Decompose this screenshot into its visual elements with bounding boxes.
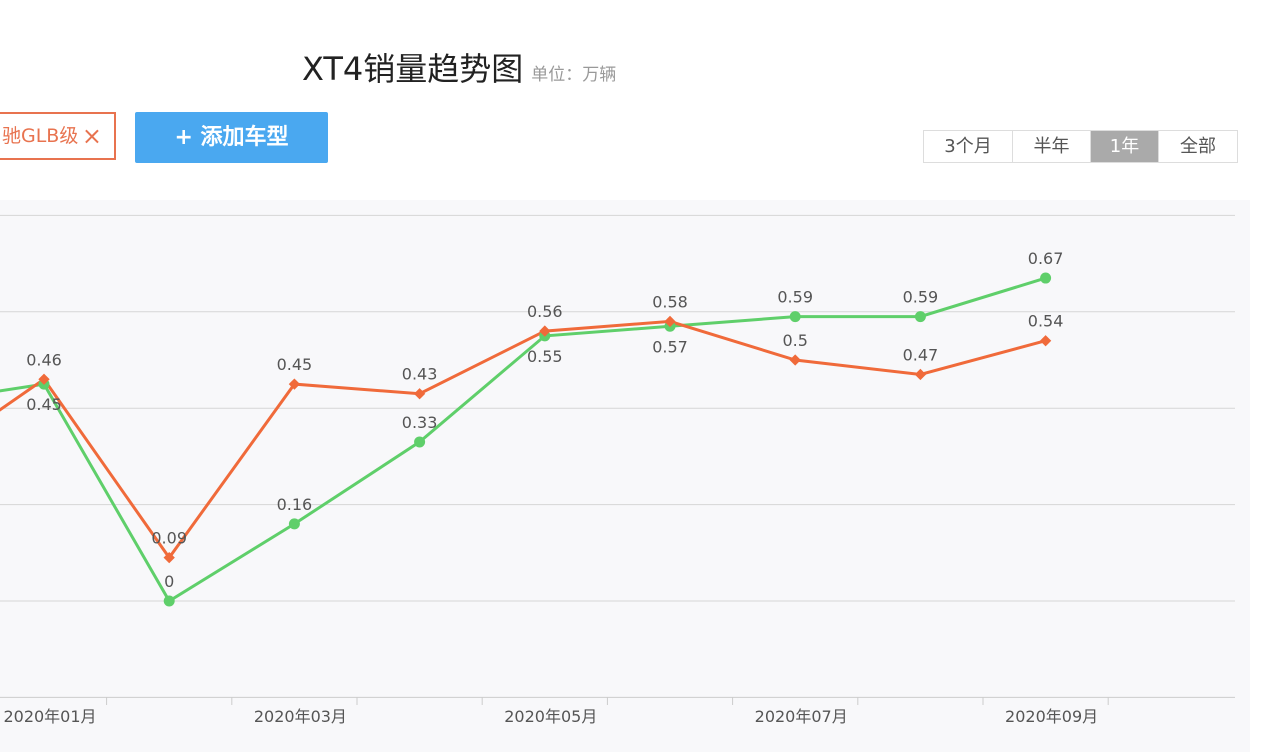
data-point	[163, 595, 175, 607]
data-label: 0.43	[402, 365, 438, 384]
data-label: 0.57	[652, 337, 688, 356]
line-chart: 2020年01月 2020年03月 2020年05月 2020年07月 2020年09月…	[0, 200, 1250, 752]
data-label: 0.16	[277, 495, 313, 514]
data-label: 0.47	[903, 345, 939, 364]
data-label: 0.59	[903, 288, 939, 307]
data-label: 0.45	[26, 395, 62, 414]
data-label: 0	[164, 572, 174, 591]
data-label: 0.45	[277, 355, 313, 374]
range-6m[interactable]: 半年	[1013, 131, 1091, 162]
tag-label: 驰GLB级	[2, 125, 79, 147]
data-point	[1040, 272, 1052, 284]
data-label: 0.09	[151, 529, 187, 548]
unit-label: 单位：万辆	[531, 65, 617, 85]
data-point	[38, 373, 50, 385]
x-tick-label: 2020年05月	[504, 707, 597, 726]
data-point	[1039, 335, 1052, 347]
data-label: 0.56	[527, 302, 563, 321]
data-point	[539, 325, 551, 337]
data-point	[789, 354, 801, 366]
data-point	[789, 311, 801, 323]
add-model-button[interactable]: + 添加车型	[135, 112, 328, 163]
x-tick-label: 2020年01月	[3, 707, 96, 726]
data-point	[288, 518, 300, 530]
x-tick-label: 2020年07月	[755, 707, 848, 726]
data-label: 0.67	[1028, 249, 1064, 268]
data-label: 0.46	[26, 350, 62, 369]
data-label: 0.55	[527, 347, 563, 366]
range-1y[interactable]: 1年	[1091, 131, 1159, 162]
data-point	[914, 311, 926, 323]
data-label: 0.59	[777, 288, 813, 307]
data-label: 0.58	[652, 292, 688, 311]
data-point	[163, 551, 175, 564]
close-icon[interactable]: ×	[81, 122, 102, 150]
data-label: 0.33	[402, 413, 438, 432]
plot-background	[0, 200, 1250, 752]
data-point	[414, 436, 426, 448]
data-label: 0.5	[782, 331, 807, 350]
x-tick-label: 2020年09月	[1005, 707, 1098, 726]
range-3m[interactable]: 3个月	[924, 131, 1013, 162]
data-point	[413, 388, 426, 400]
series-line	[0, 319, 1046, 561]
series-line	[0, 276, 1047, 604]
range-selector: 3个月 半年 1年 全部	[923, 130, 1238, 163]
data-point	[914, 368, 927, 381]
chart-title: XT4销量趋势图 单位：万辆	[302, 44, 616, 90]
data-label: 0.54	[1028, 312, 1064, 331]
model-tag[interactable]: 驰GLB级 ×	[0, 112, 116, 160]
x-tick-label: 2020年03月	[254, 707, 347, 726]
range-all[interactable]: 全部	[1180, 136, 1216, 157]
data-point	[288, 378, 301, 390]
title-text: XT4销量趋势图	[302, 50, 524, 88]
